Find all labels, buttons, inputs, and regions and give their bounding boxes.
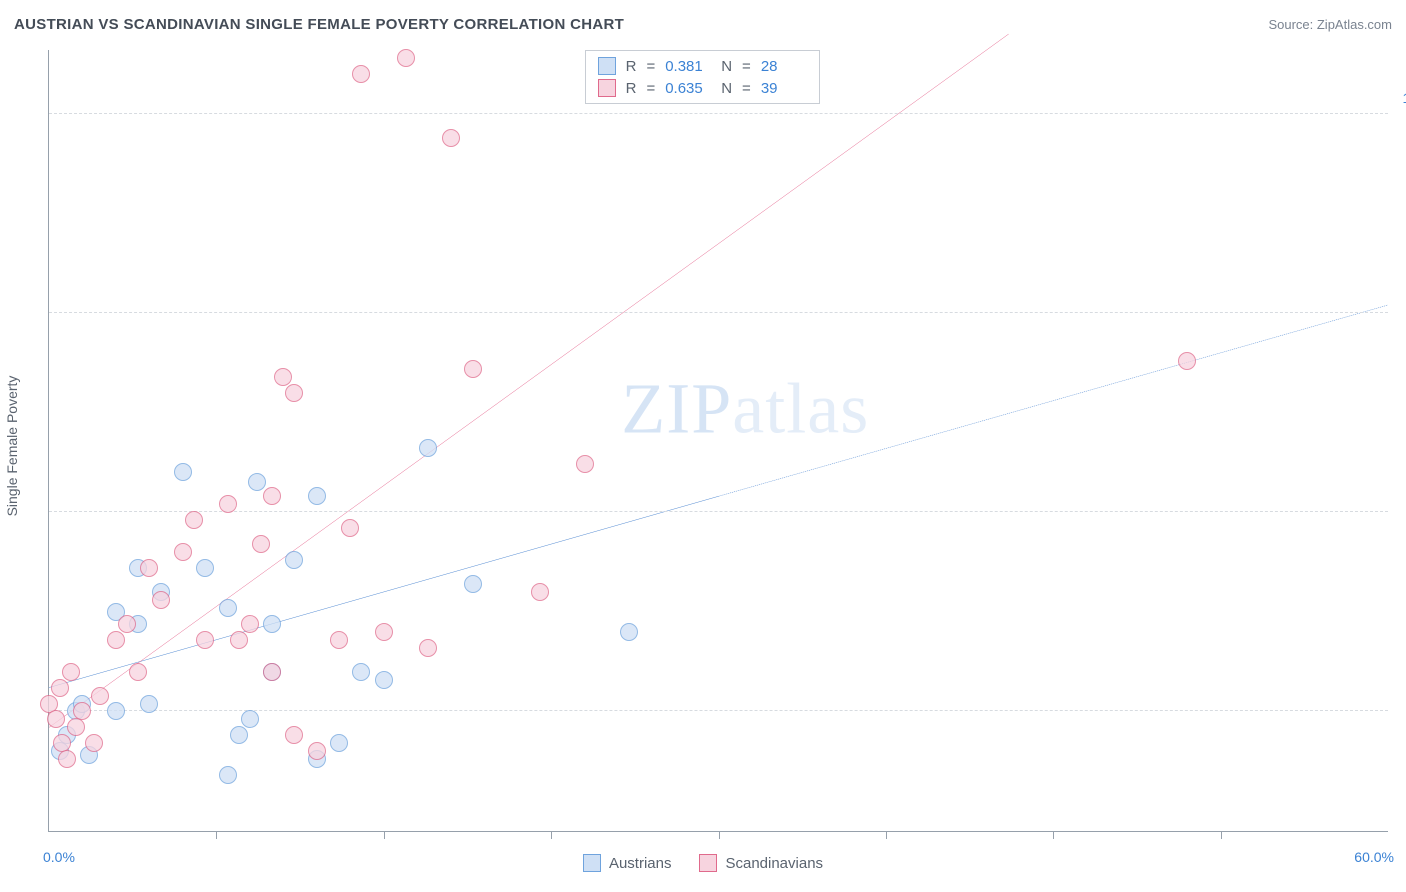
austrians-point xyxy=(464,575,482,593)
austrians-point xyxy=(263,615,281,633)
legend-item-scandinavians: Scandinavians xyxy=(699,854,823,872)
scandinavians-swatch xyxy=(598,79,616,97)
scandinavians-point xyxy=(185,511,203,529)
scandinavians-point xyxy=(419,639,437,657)
scandinavians-point xyxy=(47,710,65,728)
gridline xyxy=(49,113,1388,114)
austrians-point xyxy=(196,559,214,577)
watermark: ZIPatlas xyxy=(621,368,869,451)
scandinavians-point xyxy=(341,519,359,537)
austrians-point xyxy=(308,487,326,505)
scandinavians-point xyxy=(107,631,125,649)
austrians-point xyxy=(285,551,303,569)
austrians-point xyxy=(375,671,393,689)
x-tick xyxy=(384,831,385,839)
gridline xyxy=(49,312,1388,313)
scandinavians-point xyxy=(263,663,281,681)
scandinavians-point xyxy=(140,559,158,577)
austrians-point xyxy=(241,710,259,728)
austrians-trend-dashed xyxy=(719,305,1389,496)
scandinavians-point xyxy=(152,591,170,609)
scandinavians-point xyxy=(196,631,214,649)
scandinavians-point xyxy=(129,663,147,681)
y-tick-label: 100.0% xyxy=(1394,90,1406,106)
austrians-point xyxy=(419,439,437,457)
austrians-swatch xyxy=(598,57,616,75)
scatter-chart: ZIPatlas R = 0.381N = 28R = 0.635N = 39 … xyxy=(48,50,1388,832)
scandinavians-point xyxy=(531,583,549,601)
scandinavians-point xyxy=(263,487,281,505)
austrians-point xyxy=(174,463,192,481)
scandinavians-point xyxy=(352,65,370,83)
scandinavians-point xyxy=(285,726,303,744)
scandinavians-point xyxy=(330,631,348,649)
scandinavians-point xyxy=(1178,352,1196,370)
source-attribution: Source: ZipAtlas.com xyxy=(1268,17,1392,32)
gridline xyxy=(49,511,1388,512)
chart-title: AUSTRIAN VS SCANDINAVIAN SINGLE FEMALE P… xyxy=(14,16,624,33)
correlation-stats-box: R = 0.381N = 28R = 0.635N = 39 xyxy=(585,50,820,104)
scandinavians-point xyxy=(241,615,259,633)
austrians-legend-swatch xyxy=(583,854,601,872)
y-tick-label: 75.0% xyxy=(1394,289,1406,305)
scandinavians-point xyxy=(51,679,69,697)
x-tick xyxy=(1221,831,1222,839)
y-tick-label: 50.0% xyxy=(1394,488,1406,504)
scandinavians-point xyxy=(58,750,76,768)
y-tick-label: 25.0% xyxy=(1394,687,1406,703)
x-tick xyxy=(886,831,887,839)
scandinavians-point xyxy=(576,455,594,473)
scandinavians-point xyxy=(118,615,136,633)
scandinavians-point xyxy=(67,718,85,736)
scandinavians-point xyxy=(219,495,237,513)
scandinavians-trend-solid xyxy=(49,34,1009,727)
scandinavians-point xyxy=(308,742,326,760)
scandinavians-point xyxy=(464,360,482,378)
austrians-legend-label: Austrians xyxy=(609,855,672,872)
austrians-point xyxy=(219,599,237,617)
scandinavians-point xyxy=(397,49,415,67)
austrians-point xyxy=(248,473,266,491)
x-tick xyxy=(719,831,720,839)
austrians-point xyxy=(352,663,370,681)
austrians-point xyxy=(620,623,638,641)
scandinavians-point xyxy=(91,687,109,705)
austrians-point xyxy=(230,726,248,744)
scandinavians-point xyxy=(73,702,91,720)
scandinavians-legend-label: Scandinavians xyxy=(725,855,823,872)
legend: Austrians Scandinavians xyxy=(0,854,1406,872)
austrians-trend-solid xyxy=(49,496,719,687)
austrians-point xyxy=(140,695,158,713)
austrians-point xyxy=(107,702,125,720)
scandinavians-point xyxy=(285,384,303,402)
scandinavians-point xyxy=(62,663,80,681)
stats-row-scandinavians: R = 0.635N = 39 xyxy=(598,77,807,99)
scandinavians-point xyxy=(375,623,393,641)
legend-item-austrians: Austrians xyxy=(583,854,672,872)
scandinavians-point xyxy=(230,631,248,649)
scandinavians-point xyxy=(85,734,103,752)
scandinavians-point xyxy=(252,535,270,553)
y-axis-title: Single Female Poverty xyxy=(4,376,20,517)
x-tick xyxy=(551,831,552,839)
x-tick xyxy=(216,831,217,839)
scandinavians-point xyxy=(274,368,292,386)
x-axis-ticks xyxy=(49,831,1388,839)
austrians-point xyxy=(219,766,237,784)
x-tick xyxy=(1053,831,1054,839)
scandinavians-point xyxy=(442,129,460,147)
austrians-point xyxy=(330,734,348,752)
scandinavians-legend-swatch xyxy=(699,854,717,872)
stats-row-austrians: R = 0.381N = 28 xyxy=(598,55,807,77)
scandinavians-point xyxy=(174,543,192,561)
